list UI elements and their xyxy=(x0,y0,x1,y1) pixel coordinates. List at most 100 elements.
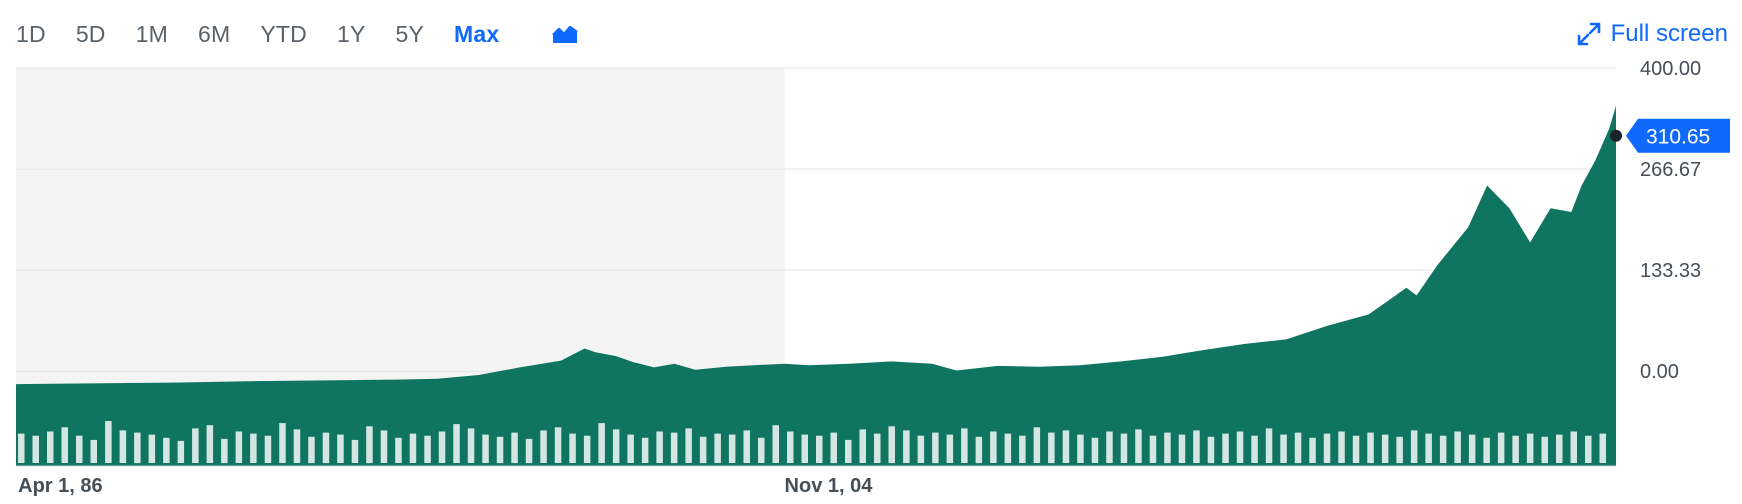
range-5d-button[interactable]: 5D xyxy=(75,20,106,47)
volume-bar xyxy=(758,437,765,463)
volume-bar xyxy=(1265,428,1273,463)
volume-bar xyxy=(1309,437,1316,463)
fullscreen-label: Full screen xyxy=(1610,20,1728,47)
volume-bar xyxy=(351,439,359,463)
volume-bar xyxy=(801,434,808,463)
volume-bar xyxy=(1106,431,1113,463)
volume-bar xyxy=(1091,437,1099,463)
volume-bar xyxy=(76,435,83,463)
range-1d-button[interactable]: 1D xyxy=(16,20,46,47)
range-max-button[interactable]: Max xyxy=(454,20,500,47)
volume-bar xyxy=(525,438,533,464)
volume-bar xyxy=(990,431,997,463)
volume-bar xyxy=(1048,432,1055,464)
range-6m-button[interactable]: 6M xyxy=(197,20,231,47)
volume-bar xyxy=(627,434,634,463)
volume-bar xyxy=(453,424,460,463)
volume-bar xyxy=(337,434,344,463)
volume-bar xyxy=(221,438,228,464)
volume-bar xyxy=(816,435,823,463)
volume-bar xyxy=(1541,436,1548,464)
volume-bar xyxy=(1280,434,1287,463)
volume-bar xyxy=(932,432,939,464)
range-1m-button[interactable]: 1M xyxy=(135,20,168,47)
range-1y-button[interactable]: 1Y xyxy=(336,20,366,47)
volume-bar xyxy=(1483,437,1490,463)
y-tick-label: 133.33 xyxy=(1640,260,1701,282)
volume-bar xyxy=(1077,434,1084,463)
volume-bar xyxy=(888,426,895,464)
range-ytd-button[interactable]: YTD xyxy=(260,20,307,47)
volume-bar xyxy=(1120,433,1128,463)
volume-bar xyxy=(699,436,707,464)
volume-bar xyxy=(308,436,315,464)
volume-bar xyxy=(917,435,925,463)
volume-bar xyxy=(366,426,373,464)
volume-bar xyxy=(192,428,199,463)
volume-bar xyxy=(1019,435,1026,463)
range-5y-button[interactable]: 5Y xyxy=(395,20,425,47)
volume-bar xyxy=(293,429,301,463)
x-tick-label: Nov 1, 04 xyxy=(785,475,874,497)
volume-bar xyxy=(1193,430,1200,463)
volume-bar xyxy=(438,431,446,463)
volume-bar xyxy=(1425,433,1432,463)
volume-bar xyxy=(1454,431,1461,463)
volume-bar xyxy=(1396,436,1403,464)
last-price-tag xyxy=(1626,118,1730,153)
volume-bar xyxy=(874,433,881,463)
volume-bar xyxy=(250,433,257,463)
volume-bar xyxy=(1294,432,1302,464)
volume-bar xyxy=(61,427,68,463)
volume-bar xyxy=(583,435,591,463)
volume-bar xyxy=(467,428,475,463)
volume-bar xyxy=(1149,435,1157,463)
volume-bar xyxy=(1439,435,1447,463)
last-price-dot xyxy=(1610,129,1622,142)
volume-bar xyxy=(1164,432,1171,464)
volume-bar xyxy=(772,425,779,463)
volume-bar xyxy=(1381,434,1389,463)
volume-bar xyxy=(903,430,910,463)
volume-bar xyxy=(1512,435,1519,463)
volume-bar xyxy=(946,434,954,463)
volume-bar xyxy=(1207,436,1215,464)
volume-bar xyxy=(1222,433,1229,463)
volume-bar xyxy=(424,435,431,463)
volume-bar xyxy=(380,430,388,463)
volume-bar xyxy=(598,423,605,463)
volume-bar xyxy=(32,435,39,463)
volume-bar xyxy=(1556,434,1563,463)
volume-bar xyxy=(148,434,156,463)
fullscreen-button[interactable]: Full screen xyxy=(1577,16,1728,52)
volume-bar xyxy=(206,425,214,463)
volume-bar xyxy=(656,431,663,463)
volume-bar xyxy=(395,437,402,463)
price-area xyxy=(16,105,1616,467)
volume-bar xyxy=(163,437,170,463)
volume-bar xyxy=(18,433,25,463)
volume-bar xyxy=(511,432,518,464)
volume-bar xyxy=(845,439,852,463)
x-tick-label: Apr 1, 86 xyxy=(18,475,102,497)
volume-bar xyxy=(177,440,185,463)
volume-bar xyxy=(496,436,504,464)
volume-bar xyxy=(540,430,547,463)
volume-bar xyxy=(554,427,562,463)
volume-bar xyxy=(1062,430,1070,463)
volume-bar xyxy=(409,433,417,463)
volume-bar xyxy=(1236,431,1244,463)
volume-bar xyxy=(728,434,736,463)
volume-bar xyxy=(264,435,272,463)
volume-bar xyxy=(1367,432,1374,464)
volume-bar xyxy=(743,430,750,463)
expand-arrows-icon xyxy=(1577,22,1600,46)
area-chart-icon[interactable] xyxy=(551,22,581,46)
volume-bar xyxy=(1004,433,1012,463)
volume-bar xyxy=(787,431,794,463)
volume-bar xyxy=(569,433,576,463)
volume-bar xyxy=(670,432,678,464)
last-price-label: 310.65 xyxy=(1646,126,1710,149)
volume-bar xyxy=(685,428,692,463)
